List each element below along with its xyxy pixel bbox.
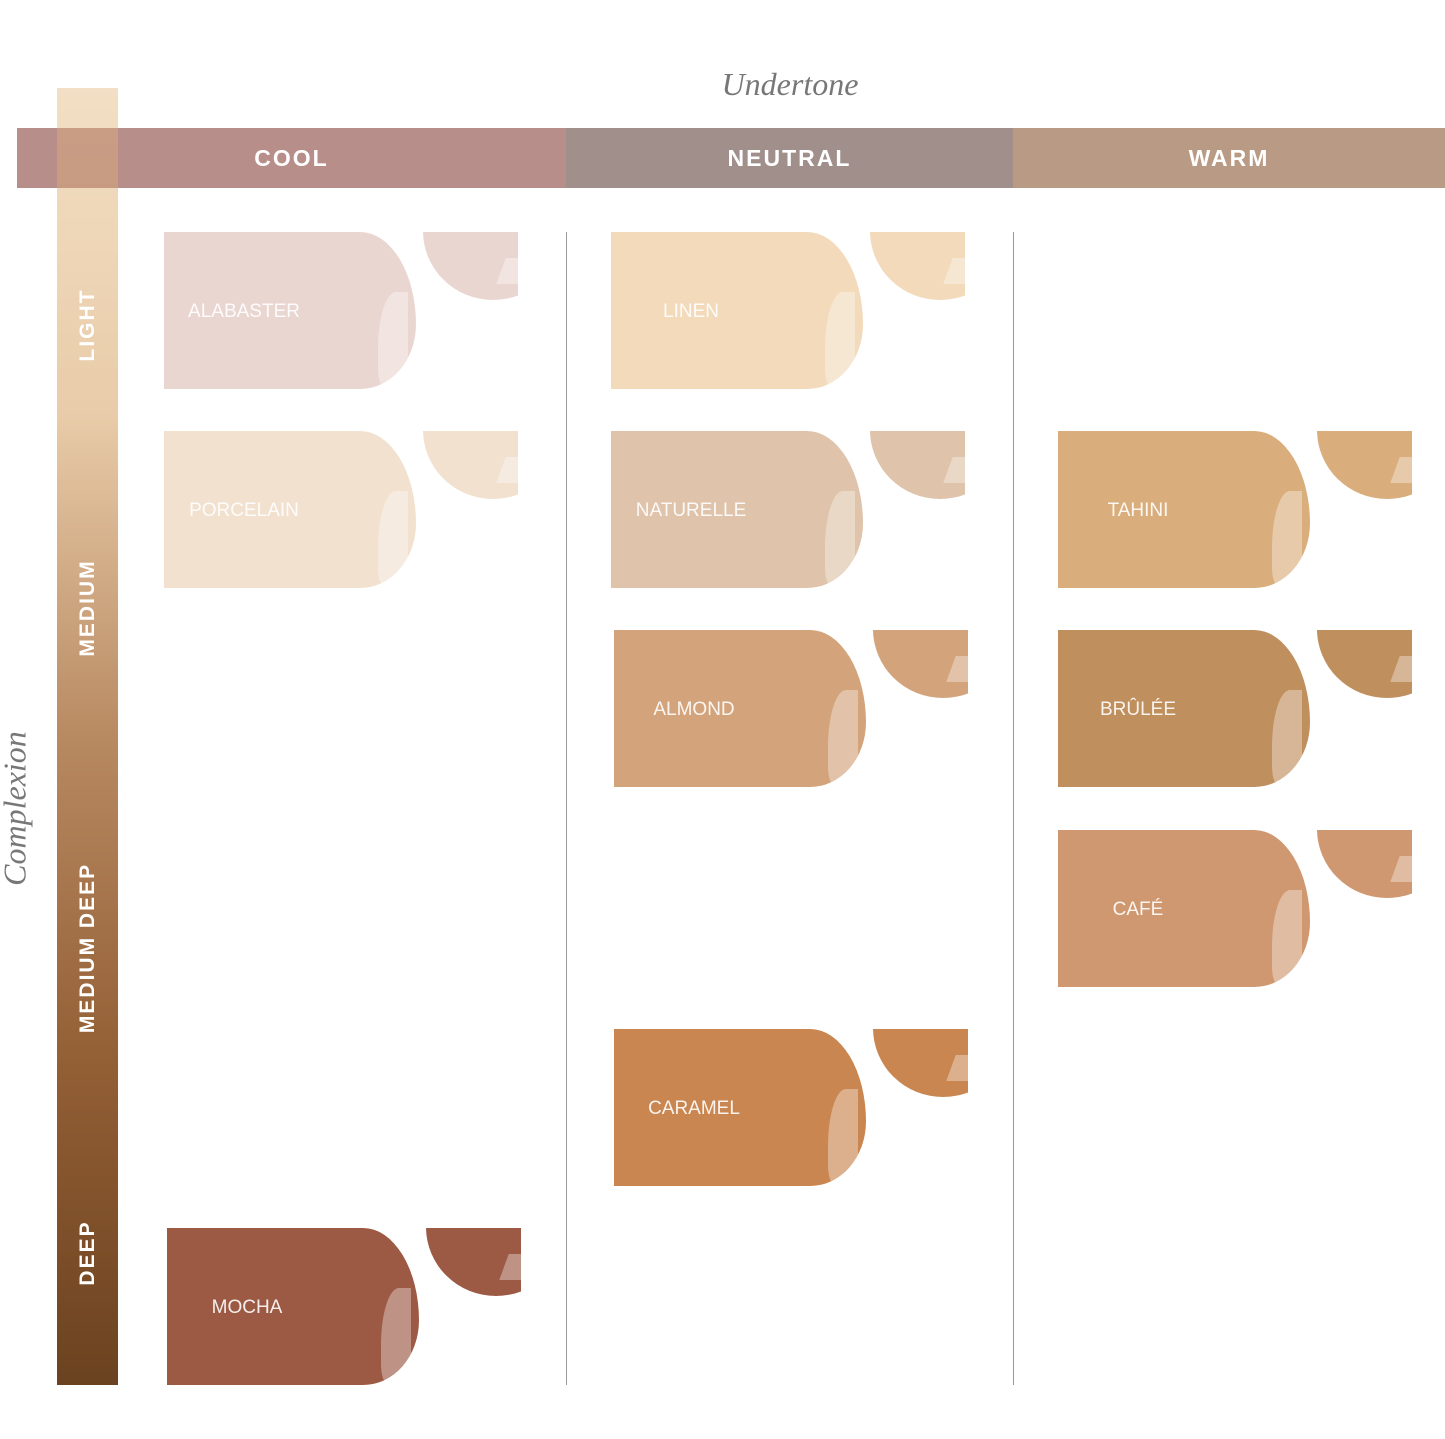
shade-swatch: ALMOND xyxy=(614,630,866,788)
shade-drop xyxy=(1317,630,1412,699)
highlight xyxy=(946,1054,968,1081)
highlight xyxy=(1390,656,1412,683)
undertone-axis-title: Undertone xyxy=(721,66,859,102)
shade-name: ALMOND xyxy=(653,699,735,721)
shade-drop-sample xyxy=(868,431,965,500)
highlight xyxy=(1272,690,1302,786)
shade-swatch: NATURELLE xyxy=(611,431,863,589)
complexion-gradient-bar xyxy=(57,88,118,1385)
shade-drop xyxy=(870,431,965,500)
shade-drop-sample xyxy=(1315,829,1412,898)
shade-drop-sample xyxy=(871,630,968,699)
shade-swatch: TAHINI xyxy=(1058,431,1310,589)
highlight xyxy=(946,656,968,683)
highlight xyxy=(825,292,855,387)
highlight xyxy=(828,690,858,786)
shade-drop-sample xyxy=(421,232,518,300)
shade-drop xyxy=(870,232,965,300)
shade-drop-sample xyxy=(1315,431,1412,500)
complexion-label-medium-deep: MEDIUM DEEP xyxy=(76,862,99,1034)
complexion-label-light: LIGHT xyxy=(76,288,99,362)
shade-drop-sample xyxy=(421,431,518,500)
highlight xyxy=(825,491,855,587)
header-warm: WARM xyxy=(1013,128,1445,188)
shade-drop xyxy=(423,232,518,300)
highlight xyxy=(496,457,518,484)
shade-swatch: CARAMEL xyxy=(614,1028,866,1186)
shade-name: LINEN xyxy=(663,301,719,322)
shade-swatch: CAFÉ xyxy=(1058,829,1310,987)
shade-swatch: ALABASTER xyxy=(164,232,416,389)
shade-drop-sample xyxy=(871,1028,968,1097)
shade-swatch: BRÛLÉE xyxy=(1058,630,1310,788)
shade-swatch: PORCELAIN xyxy=(164,431,416,589)
shade-name: MOCHA xyxy=(211,1297,283,1318)
header-neutral: NEUTRAL xyxy=(566,128,1013,188)
highlight xyxy=(1272,491,1302,587)
complexion-label-medium: MEDIUM xyxy=(76,559,99,657)
shade-drop xyxy=(1317,829,1412,898)
complexion-label-deep: DEEP xyxy=(76,1220,99,1286)
shade-name: NATURELLE xyxy=(635,500,747,522)
shade-name: CAFÉ xyxy=(1112,898,1164,920)
shade-drop xyxy=(426,1228,521,1296)
highlight xyxy=(378,292,408,387)
bar-intersection xyxy=(57,128,118,188)
shade-name: PORCELAIN xyxy=(189,500,299,522)
shade-swatch: MOCHA xyxy=(167,1228,419,1385)
shade-drop xyxy=(873,630,968,699)
shade-drop-sample xyxy=(868,232,965,300)
shade-name: CARAMEL xyxy=(648,1097,740,1119)
highlight xyxy=(1272,889,1302,985)
highlight xyxy=(828,1088,858,1184)
shade-drop-sample xyxy=(1315,630,1412,699)
highlight xyxy=(381,1288,411,1383)
shade-drop xyxy=(423,431,518,500)
shade-swatch: LINEN xyxy=(611,232,863,389)
highlight xyxy=(378,491,408,587)
highlight xyxy=(943,457,965,484)
highlight xyxy=(1390,457,1412,484)
highlight xyxy=(1390,855,1412,882)
highlight xyxy=(499,1254,521,1280)
shade-drop-sample xyxy=(424,1228,521,1296)
column-divider xyxy=(1013,232,1014,1385)
highlight xyxy=(496,258,518,284)
shade-drop xyxy=(1317,431,1412,500)
complexion-axis-title: Complexion xyxy=(0,731,33,886)
column-divider xyxy=(566,232,567,1385)
highlight xyxy=(943,258,965,284)
shade-name: BRÛLÉE xyxy=(1099,699,1177,721)
shade-name: TAHINI xyxy=(1107,500,1169,522)
shade-name: ALABASTER xyxy=(188,301,300,322)
shade-drop xyxy=(873,1028,968,1097)
